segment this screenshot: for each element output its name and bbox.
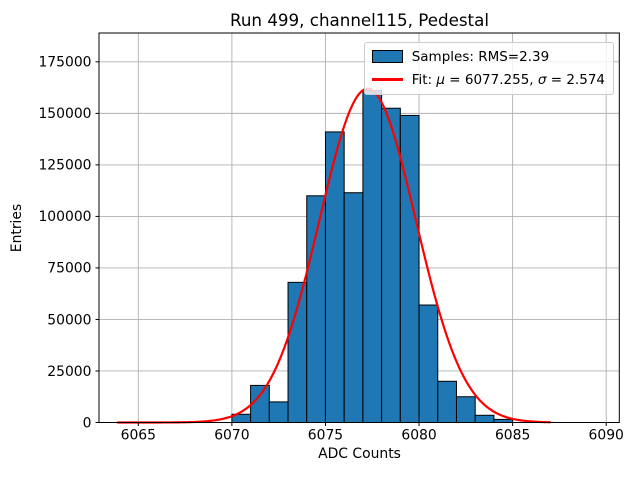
x-tick-label: 6070 xyxy=(214,428,249,444)
x-tick-label: 6080 xyxy=(401,428,436,444)
y-tick-label: 75000 xyxy=(47,261,91,277)
fit-legend-label-part: Fit: xyxy=(411,71,437,88)
histogram-bar xyxy=(268,401,289,424)
y-tick-label: 150000 xyxy=(38,106,91,122)
samples-legend-label: Samples: RMS=2.39 xyxy=(411,48,550,65)
fit-legend-label-part: σ xyxy=(537,71,547,88)
fit-legend-label: Fit: μ = 6077.255, σ = 2.574 xyxy=(412,72,605,88)
histogram-bar xyxy=(343,192,364,423)
y-tick-label: 125000 xyxy=(38,158,91,174)
y-tick-label: 100000 xyxy=(38,209,91,225)
histogram-bar xyxy=(437,380,457,424)
y-tick-label: 50000 xyxy=(47,312,91,328)
fit-legend-label-part: μ xyxy=(436,71,445,88)
histogram-bar xyxy=(362,90,383,423)
histogram-bar xyxy=(399,114,420,423)
samples-swatch-icon xyxy=(371,50,403,63)
y-tick-label: 0 xyxy=(83,415,92,431)
histogram-bar xyxy=(381,107,401,424)
fit-legend-label-part: = 2.574 xyxy=(546,71,605,88)
y-axis-label: Entries xyxy=(9,203,25,253)
x-tick-label: 6090 xyxy=(589,428,624,444)
histogram-bar xyxy=(474,414,495,424)
legend-entry-fit: Fit: μ = 6077.255, σ = 2.574 xyxy=(371,70,605,89)
fit-line-swatch-icon xyxy=(371,78,403,81)
legend: Samples: RMS=2.39 Fit: μ = 6077.255, σ =… xyxy=(363,42,614,95)
x-axis-label: ADC Counts xyxy=(318,446,401,462)
histogram-bar xyxy=(455,396,476,423)
x-tick-label: 6065 xyxy=(121,428,156,444)
plot-border xyxy=(98,32,620,423)
y-tick-label: 25000 xyxy=(47,364,91,380)
x-tick-label: 6075 xyxy=(308,428,343,444)
histogram-bar xyxy=(418,304,439,423)
legend-entry-samples: Samples: RMS=2.39 xyxy=(371,47,605,66)
y-tick-label: 175000 xyxy=(38,55,91,71)
fit-legend-label-part: = 6077.255, xyxy=(444,71,538,88)
chart-title: Run 499, channel115, Pedestal xyxy=(230,10,489,30)
x-tick-label: 6085 xyxy=(495,428,530,444)
histogram-bar xyxy=(324,131,345,424)
